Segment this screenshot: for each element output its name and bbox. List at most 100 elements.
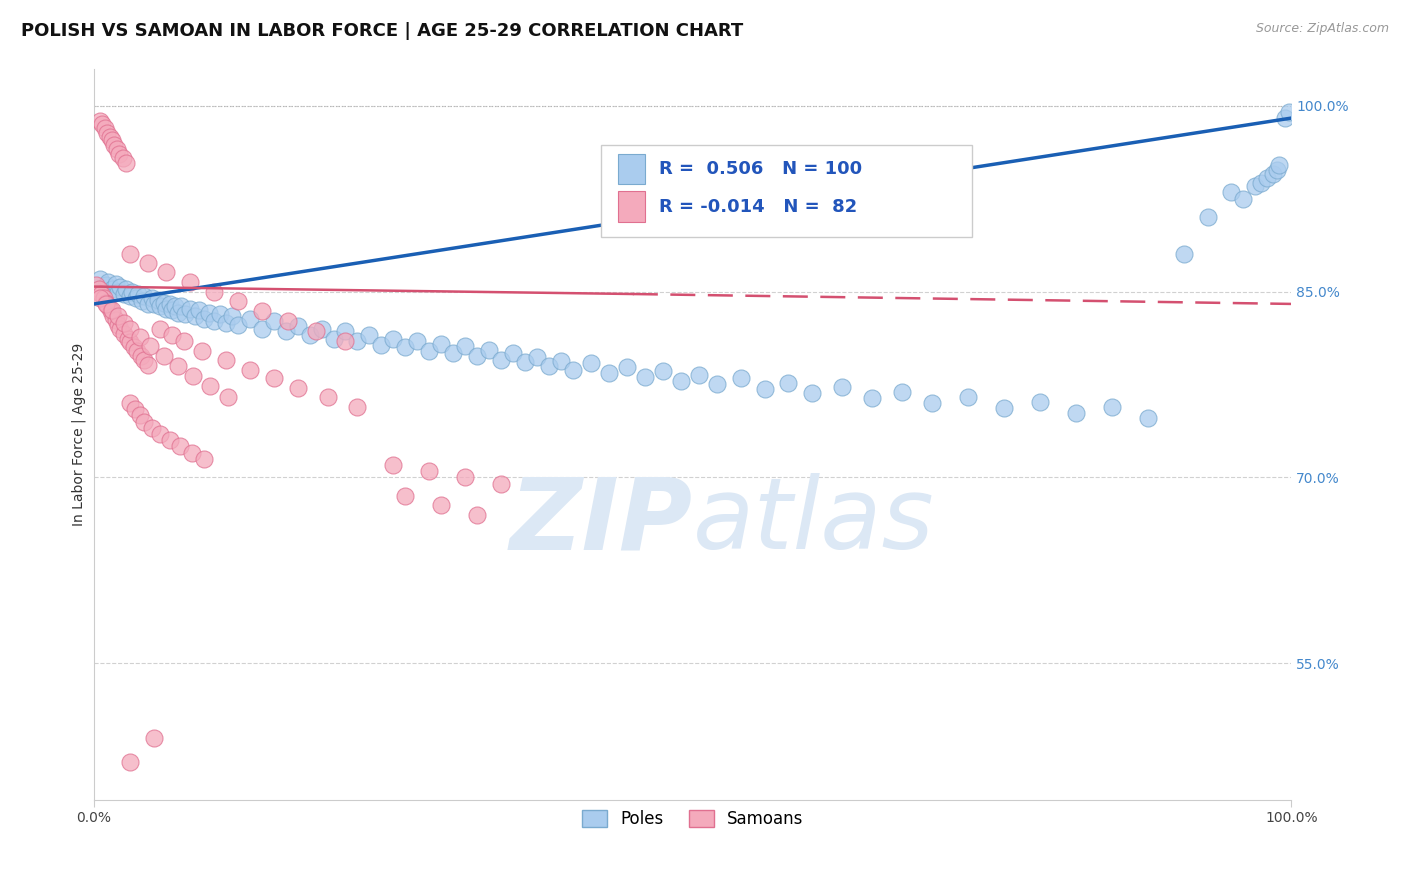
Point <box>101 303 124 318</box>
Point <box>142 731 165 745</box>
Point <box>1244 179 1267 194</box>
Point <box>454 339 477 353</box>
Point <box>107 310 129 324</box>
Point <box>304 324 326 338</box>
Point <box>263 371 285 385</box>
Text: POLISH VS SAMOAN IN LABOR FORCE | AGE 25-29 CORRELATION CHART: POLISH VS SAMOAN IN LABOR FORCE | AGE 25… <box>21 22 744 40</box>
Point <box>651 364 673 378</box>
Point <box>93 291 115 305</box>
Point <box>94 295 117 310</box>
Point <box>250 304 273 318</box>
Point <box>128 330 150 344</box>
Point <box>239 362 262 376</box>
Text: R =  0.506   N = 100: R = 0.506 N = 100 <box>659 160 862 178</box>
Point <box>149 322 172 336</box>
Point <box>107 318 129 332</box>
Point <box>97 300 120 314</box>
Point <box>489 476 512 491</box>
Legend: Poles, Samoans: Poles, Samoans <box>575 804 810 835</box>
Point <box>1136 411 1159 425</box>
Point <box>183 310 205 324</box>
Point <box>125 291 148 305</box>
Point <box>167 305 190 319</box>
Point <box>346 334 368 348</box>
Point <box>634 370 657 384</box>
Point <box>550 354 572 368</box>
Point <box>1256 170 1278 185</box>
Point <box>97 275 120 289</box>
Point <box>86 278 108 293</box>
Point <box>706 377 728 392</box>
Point <box>121 285 143 299</box>
Point <box>141 291 163 305</box>
Point <box>101 133 124 147</box>
Point <box>598 367 620 381</box>
Point <box>200 378 222 392</box>
Point <box>131 294 153 309</box>
Point <box>179 275 201 289</box>
Point <box>921 396 943 410</box>
Point <box>669 374 692 388</box>
Point <box>730 371 752 385</box>
Point <box>215 316 238 330</box>
Point <box>149 300 172 314</box>
Point <box>89 291 111 305</box>
Point <box>287 381 309 395</box>
Point <box>129 349 152 363</box>
Point <box>430 498 453 512</box>
Point <box>134 352 156 367</box>
Point <box>274 324 297 338</box>
Point <box>127 344 149 359</box>
Text: ZIP: ZIP <box>510 474 693 570</box>
Point <box>860 391 883 405</box>
Point <box>104 277 127 292</box>
Point <box>118 247 141 261</box>
Point <box>311 322 333 336</box>
Point <box>579 356 602 370</box>
Point <box>96 126 118 140</box>
Point <box>394 489 416 503</box>
Point <box>155 301 177 316</box>
Point <box>335 334 357 348</box>
Point <box>418 344 440 359</box>
Point <box>110 322 132 336</box>
Point <box>226 318 249 332</box>
Point <box>465 349 488 363</box>
Point <box>124 402 146 417</box>
Point <box>169 439 191 453</box>
FancyBboxPatch shape <box>600 145 972 236</box>
Point <box>89 113 111 128</box>
Point <box>217 390 239 404</box>
Point <box>87 282 110 296</box>
Point <box>188 303 211 318</box>
Point <box>115 155 138 169</box>
Point <box>441 346 464 360</box>
Point <box>1220 186 1243 200</box>
Point <box>115 282 138 296</box>
Point <box>957 390 980 404</box>
Point <box>141 421 163 435</box>
Point <box>754 383 776 397</box>
Point <box>454 470 477 484</box>
Point <box>478 343 501 357</box>
Point <box>502 346 524 360</box>
Point <box>382 332 405 346</box>
Point <box>891 384 914 399</box>
Point <box>122 340 145 354</box>
Point <box>537 359 560 373</box>
Point <box>298 327 321 342</box>
Point <box>112 326 135 341</box>
Point <box>465 508 488 522</box>
Point <box>778 376 800 391</box>
Point <box>101 282 124 296</box>
Point <box>159 297 181 311</box>
Point <box>117 332 139 346</box>
Point <box>170 300 193 314</box>
Point <box>526 350 548 364</box>
Point <box>160 327 183 342</box>
Point <box>89 272 111 286</box>
Point <box>801 386 824 401</box>
Point <box>263 314 285 328</box>
Point <box>149 427 172 442</box>
Point <box>118 756 141 770</box>
